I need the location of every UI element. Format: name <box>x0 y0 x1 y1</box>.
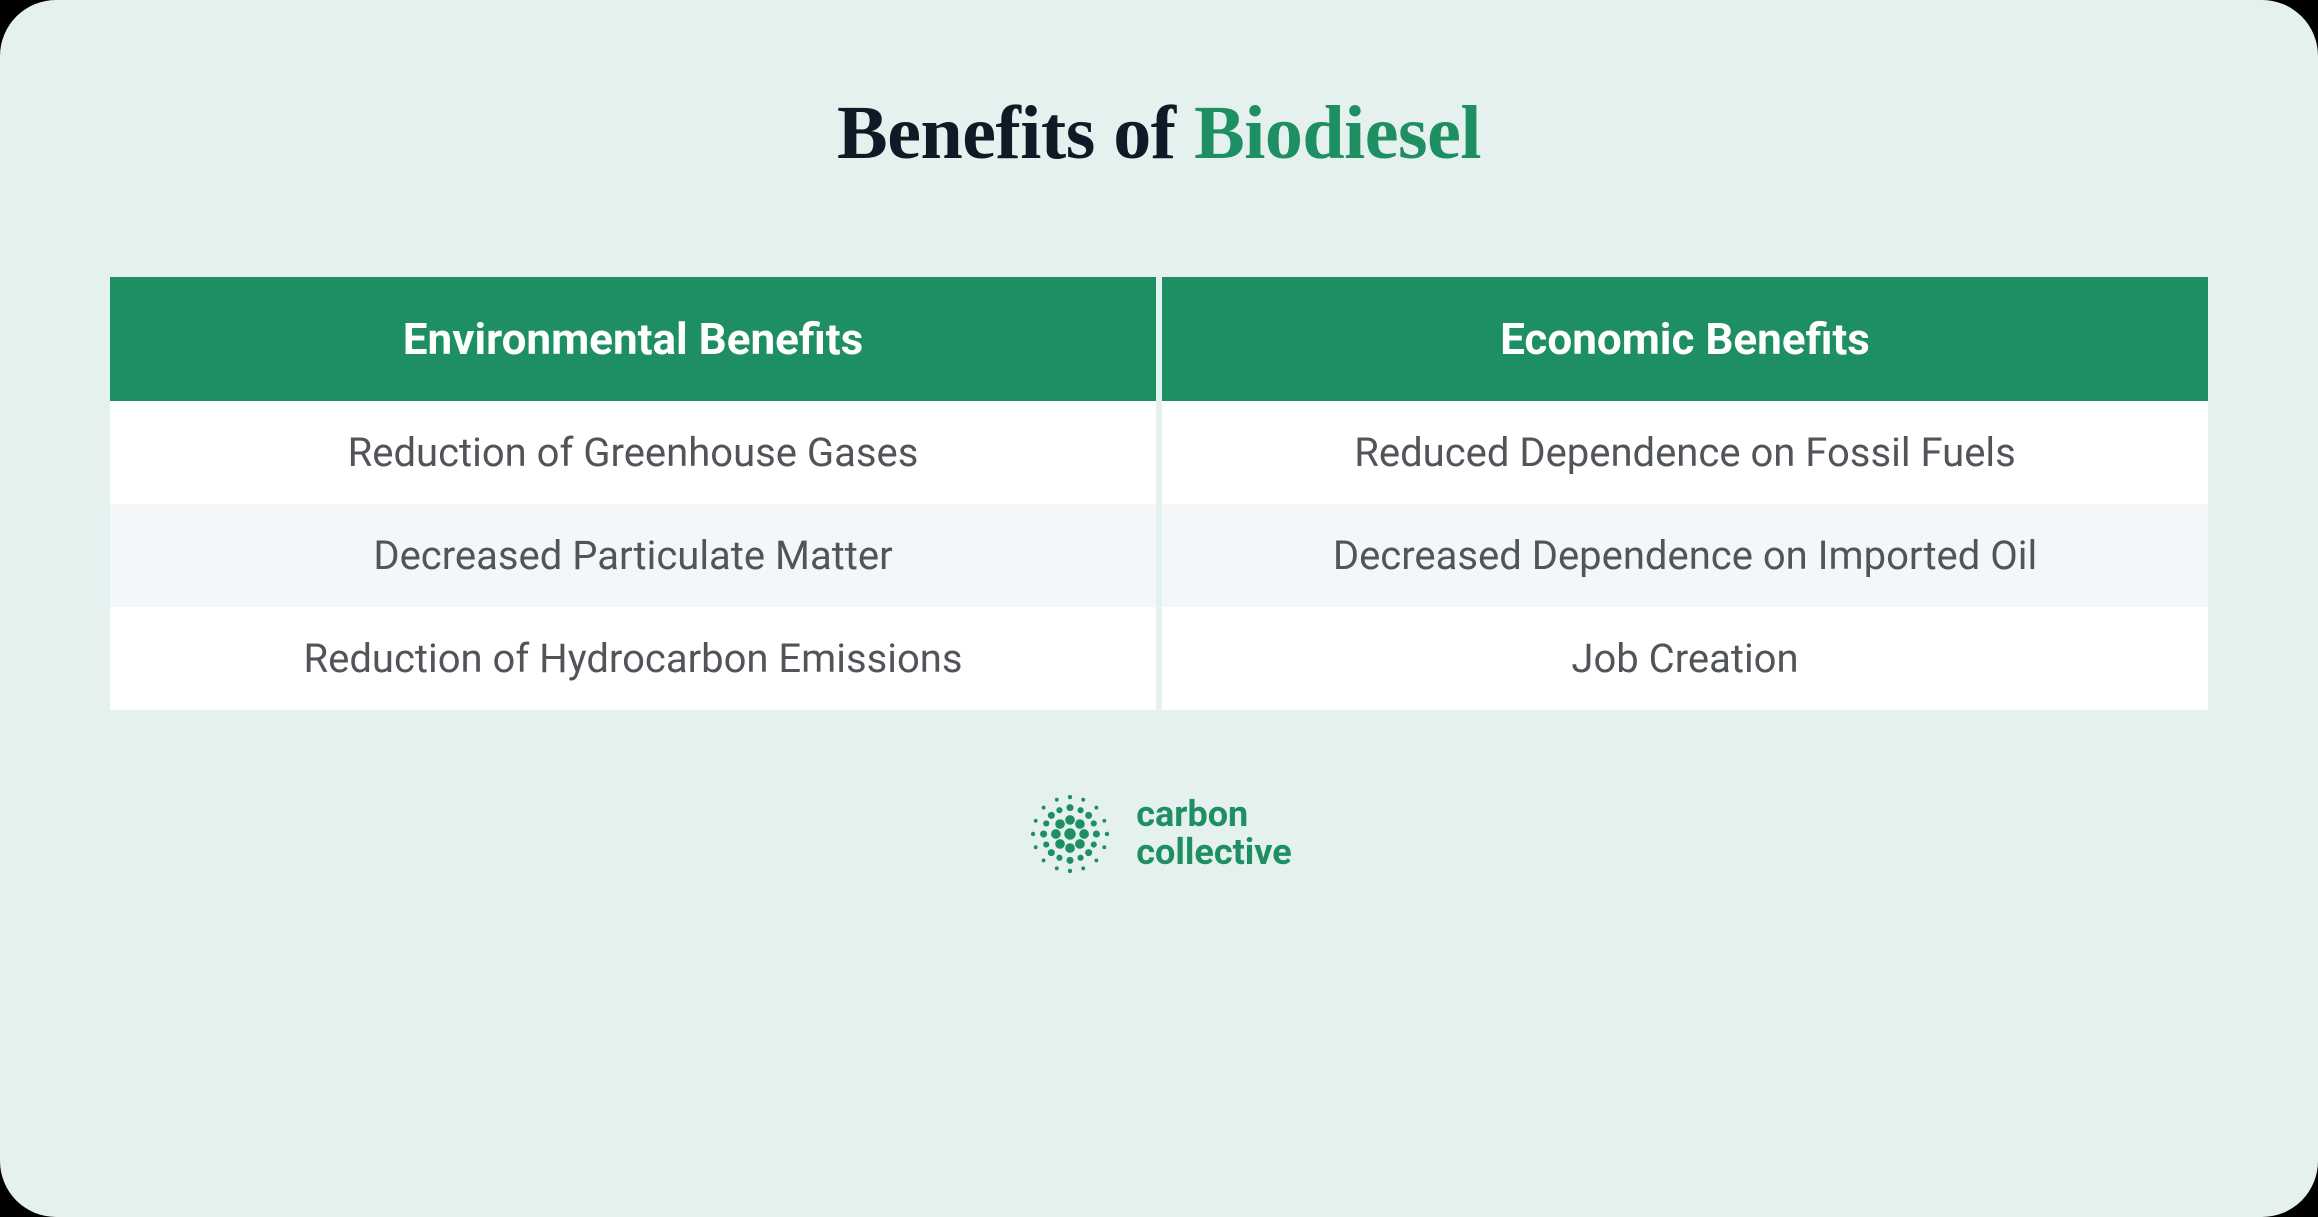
table-cell: Decreased Particulate Matter <box>110 504 1156 607</box>
title-part-1: Benefits of <box>837 91 1194 175</box>
brand-line-2: collective <box>1136 834 1291 872</box>
brand-logo: carbon collective <box>1026 790 1291 878</box>
table-cell: Reduced Dependence on Fossil Fuels <box>1162 401 2208 504</box>
brand-text: carbon collective <box>1136 796 1291 872</box>
column-header-economic: Economic Benefits <box>1162 277 2208 401</box>
table-cell: Decreased Dependence on Imported Oil <box>1162 504 2208 607</box>
table-cell: Reduction of Hydrocarbon Emissions <box>110 607 1156 710</box>
title-part-2: Biodiesel <box>1194 91 1481 175</box>
column-header-environmental: Environmental Benefits <box>110 277 1156 401</box>
infographic-card: Benefits of Biodiesel Environmental Bene… <box>0 0 2318 1217</box>
brand-line-1: carbon <box>1136 796 1291 834</box>
table-cell: Reduction of Greenhouse Gases <box>110 401 1156 504</box>
table-cell: Job Creation <box>1162 607 2208 710</box>
page-title: Benefits of Biodiesel <box>837 90 1481 177</box>
brand-mark-icon <box>1026 790 1114 878</box>
benefits-table: Environmental Benefits Economic Benefits… <box>110 277 2208 710</box>
